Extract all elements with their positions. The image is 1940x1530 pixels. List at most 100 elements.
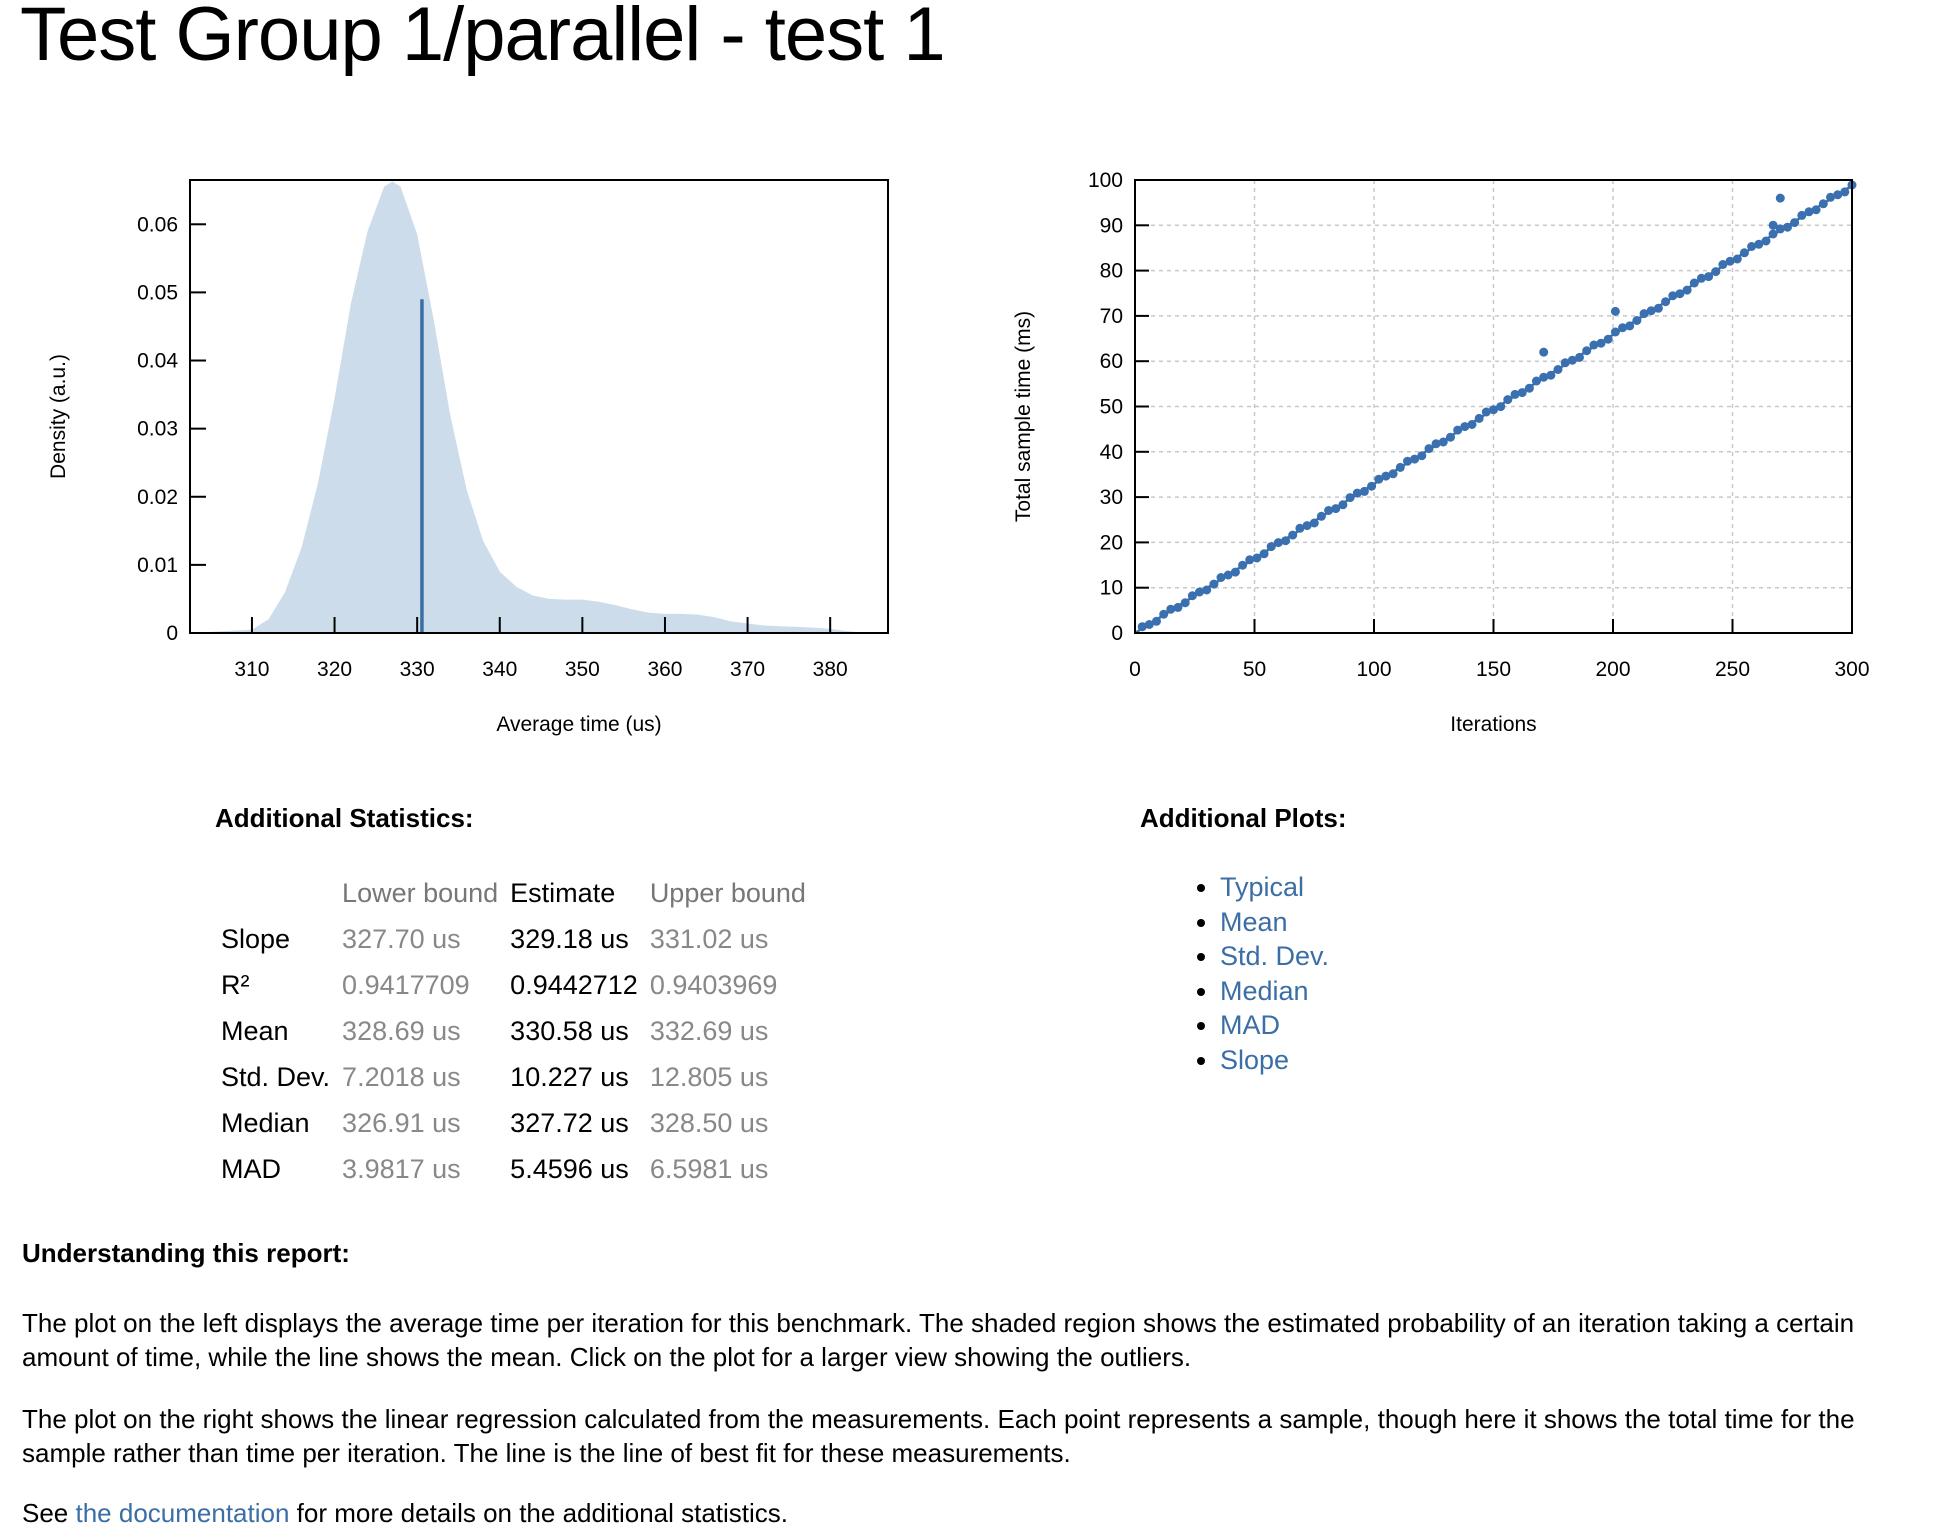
additional-statistics-heading: Additional Statistics: <box>215 803 474 833</box>
sample-point <box>1768 229 1778 239</box>
additional-plot-link-slope[interactable]: Slope <box>1220 1044 1290 1075</box>
see-documentation-line: See the documentation for more details o… <box>22 1496 1927 1530</box>
additional-plot-item: Median <box>1220 974 1329 1009</box>
documentation-link[interactable]: the documentation <box>75 1498 290 1528</box>
sample-point <box>1410 454 1420 464</box>
sample-point <box>1209 579 1219 589</box>
sample-point <box>1603 334 1613 344</box>
x-tick-label: 0 <box>1129 658 1141 681</box>
sample-point <box>1639 309 1649 319</box>
y-tick-label: 0.01 <box>137 554 178 577</box>
stat-label: R² <box>221 969 250 1000</box>
sample-point <box>1524 383 1534 393</box>
stat-lower-bound: 3.9817 us <box>342 1153 461 1184</box>
pdf-plot[interactable]: 310 320 330 340 350 360 370 380 0 0.01 0.02 0.03 0.0… <box>40 160 900 750</box>
stat-upper-bound: 328.50 us <box>649 1107 769 1138</box>
sample-point <box>1582 346 1592 356</box>
sample-point <box>1546 370 1556 380</box>
sample-point <box>1510 389 1520 399</box>
sample-point <box>1288 530 1298 540</box>
stat-label: Median <box>221 1107 310 1138</box>
sample-point <box>1453 425 1463 435</box>
sample-point <box>1309 518 1319 528</box>
additional-plot-link-mean[interactable]: Mean <box>1220 906 1288 937</box>
sample-point <box>1696 273 1706 283</box>
y-tick-label: 10 <box>1100 577 1123 600</box>
sample-point <box>1560 358 1570 368</box>
sample-point <box>1481 407 1491 417</box>
x-axis-label: Average time (us) <box>496 713 661 736</box>
sample-point <box>1223 570 1233 580</box>
sample-point <box>1826 192 1835 202</box>
y-tick-label: 0.05 <box>137 281 178 304</box>
additional-plot-link-typical[interactable]: Typical <box>1220 872 1305 902</box>
sample-point <box>1202 585 1212 595</box>
sample-point <box>1653 303 1663 313</box>
y-tick-label: 90 <box>1100 214 1123 237</box>
x-tick-label: 370 <box>730 658 765 681</box>
sample-point <box>1180 598 1190 608</box>
x-tick-label: 250 <box>1715 658 1750 681</box>
sample-point <box>1295 523 1305 533</box>
stat-lower-bound: 327.70 us <box>342 923 461 954</box>
sample-point <box>1761 236 1771 246</box>
sample-point <box>1367 481 1377 491</box>
stat-label: Mean <box>221 1015 289 1046</box>
sample-point <box>1166 604 1176 614</box>
sample-point <box>1338 500 1348 510</box>
sample-point <box>1152 616 1161 626</box>
additional-plot-link-std-dev[interactable]: Std. Dev. <box>1220 941 1330 972</box>
sample-point <box>1646 306 1656 316</box>
sample-point <box>1446 432 1455 442</box>
sample-point <box>1661 297 1671 307</box>
sample-point <box>1632 316 1642 325</box>
sample-point <box>1431 439 1441 449</box>
density-area <box>190 181 868 633</box>
additional-plot-link-mad[interactable]: MAD <box>1220 1010 1280 1041</box>
sample-point <box>1575 352 1584 362</box>
y-tick-label: 40 <box>1100 441 1123 464</box>
sample-point <box>1732 254 1742 264</box>
sample-point <box>1467 420 1477 429</box>
y-tick-label: 80 <box>1100 260 1123 283</box>
plot-frame <box>189 179 889 634</box>
regression-plot[interactable]: 0 50 100 150 200 250 300 0 10 20 30 40 50 60 70 80 90 100… <box>1000 160 1880 750</box>
y-tick-label: 0.03 <box>137 418 178 441</box>
x-tick-label: 340 <box>482 658 517 681</box>
sample-point <box>1438 437 1448 447</box>
stat-estimate: 327.72 us <box>510 1107 629 1138</box>
x-tick-label: 50 <box>1243 658 1266 681</box>
x-tick-label: 200 <box>1595 658 1630 681</box>
sample-point <box>1804 207 1814 217</box>
sample-point <box>1754 239 1764 249</box>
regression-plot-svg[interactable]: 0 50 100 150 200 250 300 0 10 20 30 40 50 60 70 80 90 100… <box>1000 160 1880 750</box>
stat-label: Slope <box>221 923 291 954</box>
sample-point <box>1682 285 1692 295</box>
sample-point <box>1216 573 1226 582</box>
sample-point <box>1381 471 1391 481</box>
y-tick-label: 100 <box>1088 169 1123 192</box>
x-tick-label: 330 <box>400 658 435 681</box>
statistics-row: Std. Dev. 7.2018 us 10.227 us 12.805 us <box>215 1054 812 1100</box>
sample-point <box>1818 199 1828 209</box>
y-tick-label: 0 <box>166 622 178 645</box>
additional-plot-link-median[interactable]: Median <box>1220 975 1309 1006</box>
stat-estimate: 10.227 us <box>510 1061 629 1092</box>
pdf-plot-svg[interactable]: 310 320 330 340 350 360 370 380 0 0.01 0.02 0.03 0.0… <box>40 160 900 750</box>
sample-point <box>1797 210 1807 220</box>
additional-plot-item: Slope <box>1220 1043 1329 1078</box>
stat-upper-bound: 332.69 us <box>649 1015 769 1046</box>
sample-point <box>1273 538 1283 548</box>
y-tick-label: 50 <box>1100 396 1123 419</box>
sample-point <box>1266 542 1276 552</box>
x-tick-label: 310 <box>234 658 269 681</box>
sample-point <box>1245 555 1255 565</box>
statistics-row: MAD 3.9817 us 5.4596 us 6.5981 us <box>215 1146 812 1192</box>
sample-point <box>1403 456 1412 466</box>
x-tick-label: 380 <box>813 658 848 681</box>
stat-estimate: 0.9442712 <box>510 969 638 1000</box>
sample-point <box>1316 511 1326 521</box>
sample-point <box>1589 340 1599 350</box>
stat-estimate: 330.58 us <box>510 1015 629 1046</box>
sample-point <box>1374 474 1384 484</box>
